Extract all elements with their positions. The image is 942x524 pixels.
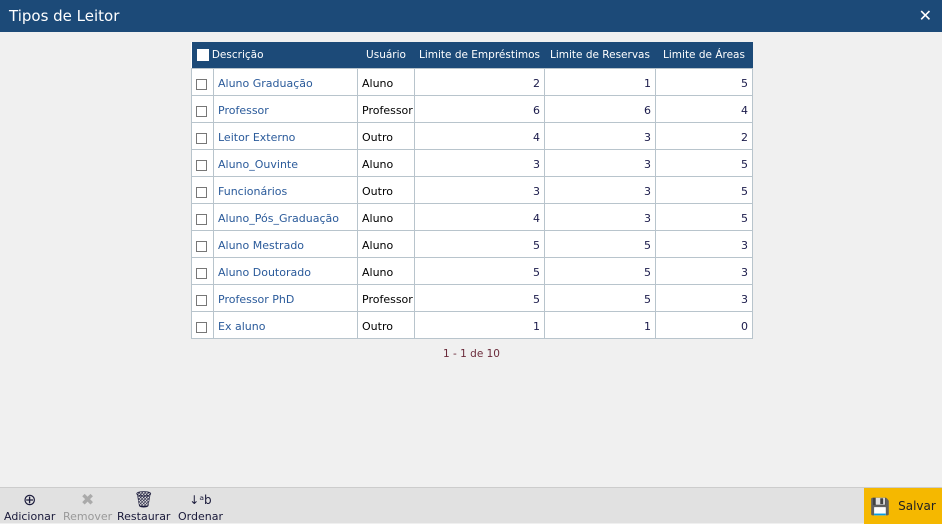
cell-reservas: 1 [544, 310, 656, 339]
header-reservas[interactable]: Limite de Reservas [544, 42, 656, 68]
restore-label: Restaurar [117, 510, 171, 523]
cell-usuario: Outro [357, 175, 415, 204]
add-icon: ⊕ [23, 490, 37, 509]
cell-usuario: Aluno [357, 202, 415, 231]
row-checkbox[interactable] [196, 78, 207, 90]
row-checkbox[interactable] [196, 267, 207, 279]
cell-descricao[interactable]: Professor PhD [213, 283, 358, 312]
cell-emprestimos: 1 [414, 310, 545, 339]
cell-descricao[interactable]: Aluno_Ouvinte [213, 148, 358, 177]
cell-reservas: 1 [544, 67, 656, 96]
table-row[interactable]: Leitor Externo Outro 4 3 2 [191, 121, 753, 150]
cell-areas: 3 [655, 283, 753, 312]
cell-emprestimos: 4 [414, 121, 545, 150]
cell-areas: 2 [655, 121, 753, 150]
cell-emprestimos: 2 [414, 67, 545, 96]
table-header: Descrição Usuário Limite de Empréstimos … [191, 42, 753, 68]
add-label: Adicionar [4, 510, 56, 523]
cell-usuario: Professor [357, 94, 415, 123]
cell-areas: 5 [655, 148, 753, 177]
title-bar: Tipos de Leitor ✕ [0, 0, 942, 32]
close-icon[interactable]: ✕ [918, 6, 932, 25]
cell-usuario: Aluno [357, 256, 415, 285]
table-row[interactable]: Aluno Doutorado Aluno 5 5 3 [191, 256, 753, 285]
cell-usuario: Professor [357, 283, 415, 312]
cell-reservas: 5 [544, 229, 656, 258]
cell-descricao[interactable]: Ex aluno [213, 310, 358, 339]
row-checkbox[interactable] [196, 159, 207, 171]
row-checkbox[interactable] [196, 213, 207, 225]
header-areas[interactable]: Limite de Áreas [655, 42, 753, 68]
cell-emprestimos: 4 [414, 202, 545, 231]
cell-usuario: Aluno [357, 148, 415, 177]
cell-descricao[interactable]: Professor [213, 94, 358, 123]
select-all-checkbox[interactable] [196, 48, 209, 61]
cell-areas: 3 [655, 256, 753, 285]
cell-areas: 5 [655, 202, 753, 231]
cell-emprestimos: 5 [414, 256, 545, 285]
cell-emprestimos: 3 [414, 148, 545, 177]
header-emprestimos[interactable]: Limite de Empréstimos [414, 42, 545, 68]
restore-trash-icon: 🗑 [133, 490, 154, 509]
table-row[interactable]: Aluno_Ouvinte Aluno 3 3 5 [191, 148, 753, 177]
row-checkbox[interactable] [196, 240, 207, 252]
cell-reservas: 3 [544, 121, 656, 150]
reader-types-table: Descrição Usuário Limite de Empréstimos … [191, 42, 753, 339]
sort-ab-icon: ↓ᵃb [189, 493, 212, 507]
cell-areas: 5 [655, 67, 753, 96]
sort-label: Ordenar [178, 510, 223, 523]
cell-reservas: 5 [544, 283, 656, 312]
remove-label: Remover [63, 510, 113, 523]
row-checkbox[interactable] [196, 294, 207, 306]
table-row[interactable]: Aluno Graduação Aluno 2 1 5 [191, 67, 753, 96]
cell-usuario: Aluno [357, 67, 415, 96]
row-checkbox[interactable] [196, 186, 207, 198]
save-button[interactable]: 💾 Salvar [864, 488, 942, 524]
cell-descricao[interactable]: Aluno Graduação [213, 67, 358, 96]
table-row[interactable]: Aluno_Pós_Graduação Aluno 4 3 5 [191, 202, 753, 231]
table-row[interactable]: Professor Professor 6 6 4 [191, 94, 753, 123]
cell-reservas: 3 [544, 202, 656, 231]
cell-descricao[interactable]: Aluno Doutorado [213, 256, 358, 285]
cell-areas: 0 [655, 310, 753, 339]
cell-descricao[interactable]: Funcionários [213, 175, 358, 204]
cell-emprestimos: 5 [414, 283, 545, 312]
table-row[interactable]: Aluno Mestrado Aluno 5 5 3 [191, 229, 753, 258]
save-label: Salvar [898, 499, 936, 513]
cell-usuario: Outro [357, 121, 415, 150]
cell-emprestimos: 6 [414, 94, 545, 123]
cell-descricao[interactable]: Aluno_Pós_Graduação [213, 202, 358, 231]
cell-emprestimos: 5 [414, 229, 545, 258]
remove-button[interactable]: ✖ Remover [63, 490, 112, 523]
cell-usuario: Aluno [357, 229, 415, 258]
remove-icon: ✖ [80, 490, 95, 509]
cell-emprestimos: 3 [414, 175, 545, 204]
cell-reservas: 5 [544, 256, 656, 285]
add-button[interactable]: ⊕ Adicionar [4, 490, 55, 523]
cell-areas: 5 [655, 175, 753, 204]
cell-reservas: 3 [544, 148, 656, 177]
header-descricao[interactable]: Descrição [211, 48, 264, 61]
cell-reservas: 6 [544, 94, 656, 123]
table-row[interactable]: Funcionários Outro 3 3 5 [191, 175, 753, 204]
row-checkbox[interactable] [196, 132, 207, 144]
cell-areas: 4 [655, 94, 753, 123]
cell-descricao[interactable]: Aluno Mestrado [213, 229, 358, 258]
pagination-info: 1 - 1 de 10 [443, 348, 500, 360]
table-row[interactable]: Ex aluno Outro 1 1 0 [191, 310, 753, 339]
header-usuario[interactable]: Usuário [357, 42, 415, 68]
row-checkbox[interactable] [196, 321, 207, 333]
cell-reservas: 3 [544, 175, 656, 204]
toolbar: ⊕ Adicionar ✖ Remover 🗑 Restaurar ↓ᵃb Ordena… [0, 487, 942, 524]
window-title: Tipos de Leitor [9, 7, 120, 25]
row-checkbox[interactable] [196, 105, 207, 117]
sort-button[interactable]: ↓ᵃb Ordenar [178, 490, 223, 523]
cell-areas: 3 [655, 229, 753, 258]
cell-descricao[interactable]: Leitor Externo [213, 121, 358, 150]
save-icon: 💾 [870, 496, 891, 516]
restore-button[interactable]: 🗑 Restaurar [117, 490, 170, 523]
table-row[interactable]: Professor PhD Professor 5 5 3 [191, 283, 753, 312]
cell-usuario: Outro [357, 310, 415, 339]
